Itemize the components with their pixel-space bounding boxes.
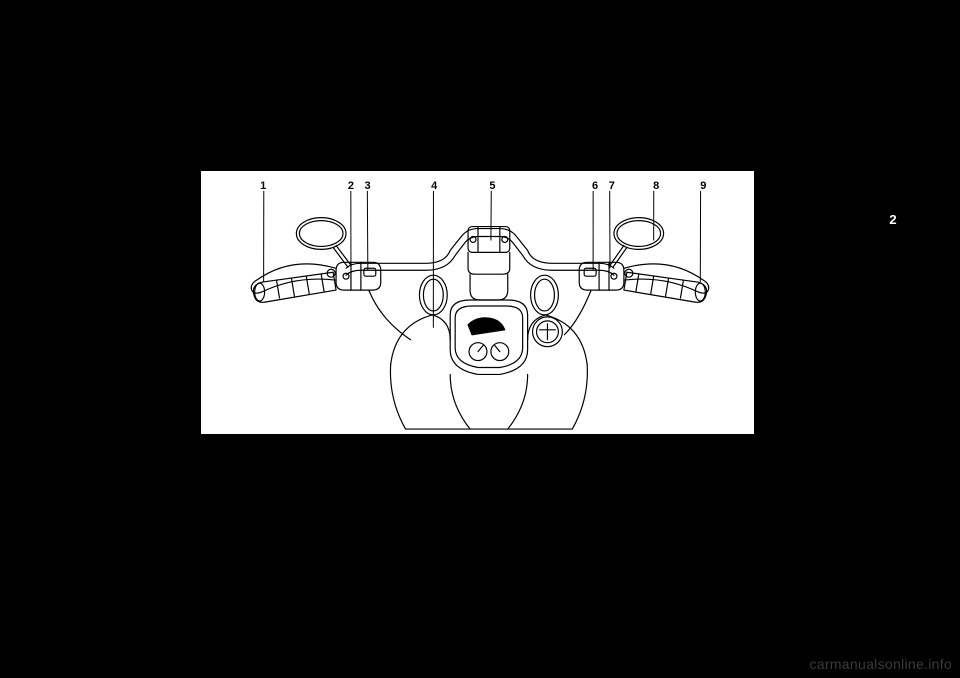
callout-3: 3 (365, 180, 371, 192)
callout-1: 1 (260, 180, 266, 192)
callout-8: 8 (653, 180, 659, 192)
chapter-tab: 2 (882, 208, 904, 230)
callout-9: 9 (700, 180, 706, 192)
callout-6: 6 (592, 180, 598, 192)
handlebar-diagram: 123456789 (200, 170, 755, 435)
page: 2 123456789 (0, 0, 960, 678)
callout-2: 2 (348, 180, 354, 192)
callout-7: 7 (609, 180, 615, 192)
watermark: carmanualsonline.info (810, 656, 953, 672)
callout-5: 5 (489, 180, 495, 192)
callout-4: 4 (431, 180, 437, 192)
chapter-number: 2 (889, 212, 896, 227)
